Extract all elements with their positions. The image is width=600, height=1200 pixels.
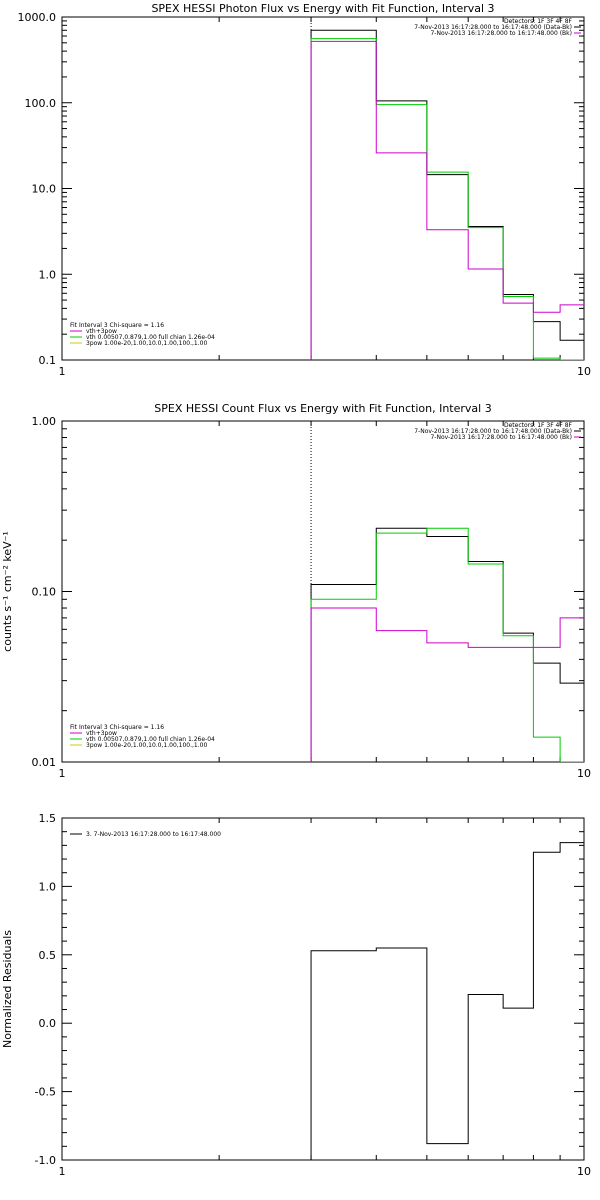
chart-3-legend-entry: 3. 7-Nov-2013 16:17:28.000 to 16:17:48.0… bbox=[86, 831, 221, 838]
chart-2-series-2 bbox=[310, 527, 584, 762]
chart-1-ytick-label: 100.0 bbox=[25, 97, 57, 110]
chart-2-xtick-label: 10 bbox=[577, 767, 591, 780]
chart-2-title: SPEX HESSI Count Flux vs Energy with Fit… bbox=[154, 402, 491, 415]
chart-2-info-line: 7-Nov-2013 16:17:28.000 to 16:17:48.000 … bbox=[430, 434, 572, 441]
chart-1-title: SPEX HESSI Photon Flux vs Energy with Fi… bbox=[151, 2, 494, 15]
chart-2-ytick-label: 1.00 bbox=[32, 415, 57, 428]
chart-3-ytick-label: -1.0 bbox=[35, 1154, 56, 1167]
chart-3-frame bbox=[61, 817, 585, 1161]
chart-3-ytick-label: 1.5 bbox=[39, 812, 57, 825]
chart-1-legend-entry: vth+3pow bbox=[86, 328, 117, 335]
chart-1-info-line: 7-Nov-2013 16:17:28.000 to 16:17:48.000 … bbox=[430, 30, 572, 37]
chart-2-frame bbox=[61, 420, 585, 763]
chart-1-frame bbox=[61, 16, 585, 361]
chart-1-ytick-label: 1.0 bbox=[39, 268, 57, 281]
chart-2-series-3 bbox=[310, 607, 584, 762]
chart-3-series-1 bbox=[310, 842, 584, 1160]
chart-2-legend-entry: 3pow 1.00e-20,1.00,10.0,1.00,100.,1.00 bbox=[86, 742, 207, 749]
chart-1-legend-entry: vth 0.00507,0.879,1.00 full chian 1.26e-… bbox=[86, 334, 215, 341]
chart-1-ytick-label: 1000.0 bbox=[18, 11, 57, 24]
chart-2-series-1 bbox=[310, 527, 584, 762]
chart-2-xtick-label: 1 bbox=[59, 767, 66, 780]
chart-3-ytick-label: -0.5 bbox=[35, 1086, 56, 1099]
chart-3-xtick-label: 1 bbox=[59, 1165, 66, 1178]
chart-2-legend-entry: vth 0.00507,0.879,1.00 full chian 1.26e-… bbox=[86, 736, 215, 743]
chart-2-legend-entry: vth+3pow bbox=[86, 730, 117, 737]
chart-3-ylabel: Normalized Residuals bbox=[1, 930, 14, 1048]
chart-1-ytick-label: 0.1 bbox=[39, 354, 57, 367]
chart-2-info-line: Detectors: 1F 3F 4F 8F bbox=[504, 422, 573, 429]
chart-2-info-line: 7-Nov-2013 16:17:28.000 to 16:17:48.000 … bbox=[414, 428, 572, 435]
chart-1-legend-header: Fit Interval 3 Chi-square = 1.16 bbox=[70, 322, 164, 329]
chart-1-series-2 bbox=[310, 38, 584, 360]
chart-1-xtick-label: 1 bbox=[59, 365, 66, 378]
chart-1-series-1 bbox=[310, 29, 584, 360]
chart-3-ytick-label: 0.5 bbox=[39, 949, 57, 962]
chart-2-ytick-label: 0.10 bbox=[32, 586, 57, 599]
chart-3-ytick-label: 1.0 bbox=[39, 880, 57, 893]
chart-1-info-line: Detectors: 1F 3F 4F 8F bbox=[504, 18, 573, 25]
chart-3-xtick-label: 10 bbox=[577, 1165, 591, 1178]
chart-1-series-3 bbox=[310, 40, 584, 360]
chart-1-legend-entry: 3pow 1.00e-20,1.00,10.0,1.00,100.,1.00 bbox=[86, 340, 207, 347]
chart-1-ytick-label: 10.0 bbox=[32, 183, 57, 196]
chart-2-ytick-label: 0.01 bbox=[32, 756, 57, 769]
chart-2-legend-header: Fit Interval 3 Chi-square = 1.16 bbox=[70, 724, 164, 731]
chart-3-ytick-label: 0.0 bbox=[39, 1017, 57, 1030]
chart-1-xtick-label: 10 bbox=[577, 365, 591, 378]
chart-2-ylabel: counts s⁻¹ cm⁻² keV⁻¹ bbox=[1, 531, 14, 652]
chart-1-info-line: 7-Nov-2013 16:17:28.000 to 16:17:48.000 … bbox=[414, 24, 572, 31]
